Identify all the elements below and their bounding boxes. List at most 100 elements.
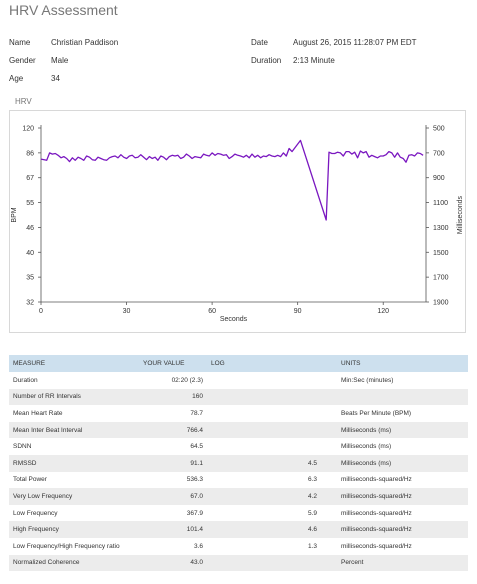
age-value: 34 <box>51 74 60 83</box>
cell-units: Milliseconds (ms) <box>337 421 468 439</box>
y-tick-label: 67 <box>26 175 34 182</box>
table-row: Mean Inter Beat Interval 766.4 Millisecond… <box>9 421 468 439</box>
x-tick-label: 0 <box>39 308 43 315</box>
x-tick-label: 30 <box>123 308 131 315</box>
cell-units: milliseconds-squared/Hz <box>341 542 412 550</box>
gender-value: Male <box>51 56 69 65</box>
y-tick-label: 46 <box>26 225 34 232</box>
y-tick-label: 35 <box>26 275 34 282</box>
table-row: Very Low Frequency 67.0 4.2 milliseconds-sq… <box>9 488 468 505</box>
name-label: Name <box>9 38 31 47</box>
header-measure: MEASURE <box>9 355 139 372</box>
y2-tick-label: 1300 <box>433 225 449 232</box>
cell-measure: Low Frequency <box>13 509 58 517</box>
age-label: Age <box>9 74 24 83</box>
y2-tick-label: 700 <box>433 150 445 157</box>
cell-value: 67.0 <box>139 488 207 505</box>
cell-log: 5.9 <box>307 509 317 517</box>
cell-measure: Number of RR Intervals <box>9 388 139 406</box>
cell-units: milliseconds-squared/Hz <box>337 488 468 505</box>
results-table: MEASURE YOUR VALUE LOG UNITS Duration 02:… <box>9 355 468 572</box>
y2-axis-title: Milliseconds <box>457 195 464 234</box>
cell-value: 160 <box>139 388 207 406</box>
table-row: Mean Heart Rate 78.7 Beats Per Minute (BPM… <box>9 405 468 422</box>
duration-label: Duration <box>251 56 282 65</box>
cell-units: milliseconds-squared/Hz <box>337 521 468 538</box>
table-row: Number of RR Intervals 160 <box>9 388 468 406</box>
y-axis-title: BPM <box>11 207 18 222</box>
cell-log: 4.5 <box>207 454 337 472</box>
cell-value: 78.7 <box>190 409 203 417</box>
cell-value: 02:20 (2.3) <box>171 376 203 384</box>
table-row: Normalized Coherence 43.0 Percent <box>9 554 468 572</box>
cell-measure: Duration <box>13 376 38 384</box>
table-row: SDNN 64.5 Milliseconds (ms) <box>9 438 468 455</box>
x-tick-label: 90 <box>294 308 302 315</box>
table-row: RMSSD 91.1 4.5 Milliseconds (ms) <box>9 454 468 472</box>
cell-log <box>207 554 337 572</box>
cell-log: 6.3 <box>307 476 317 484</box>
table-row: Total Power 536.3 6.3 milliseconds-squared/… <box>9 472 468 489</box>
cell-units: Milliseconds (ms) <box>341 443 392 451</box>
y2-tick-label: 1100 <box>433 200 448 207</box>
duration-value: 2:13 Minute <box>293 56 335 65</box>
cell-log <box>207 438 337 455</box>
cell-measure: RMSSD <box>9 454 139 472</box>
table-row: Duration 02:20 (2.3) Min:Sec (minutes) <box>9 372 468 389</box>
date-label: Date <box>251 38 268 47</box>
cell-value: 536.3 <box>186 476 203 484</box>
cell-value: 101.4 <box>139 521 207 538</box>
cell-measure: SDNN <box>13 443 32 451</box>
cell-units: Beats Per Minute (BPM) <box>341 409 412 417</box>
cell-value: 43.0 <box>139 554 207 572</box>
cell-measure: Normalized Coherence <box>9 554 139 572</box>
cell-measure: Mean Heart Rate <box>13 409 63 417</box>
results-body: Duration 02:20 (2.3) Min:Sec (minutes) Numb… <box>9 372 468 572</box>
date-value: August 26, 2015 11:28:07 PM EDT <box>293 38 417 47</box>
y2-tick-label: 1900 <box>433 300 449 307</box>
x-axis-title: Seconds <box>220 316 248 323</box>
table-row: Low Frequency/High Frequency ratio 3.6 1.3… <box>9 538 468 555</box>
cell-log <box>207 388 337 406</box>
cell-value: 91.1 <box>139 454 207 472</box>
name-value: Christian Paddison <box>51 38 119 47</box>
x-tick-label: 60 <box>208 308 216 315</box>
y-tick-label: 40 <box>26 250 34 257</box>
hrv-series-line <box>40 139 424 221</box>
header-value: YOUR VALUE <box>139 355 207 372</box>
header-units: UNITS <box>337 355 468 372</box>
table-row: Low Frequency 367.9 5.9 milliseconds-square… <box>9 505 468 522</box>
cell-value: 766.4 <box>139 421 207 439</box>
header-log: LOG <box>207 355 337 372</box>
page-title: HRV Assessment <box>9 2 118 18</box>
cell-log: 4.6 <box>207 521 337 538</box>
x-tick-label: 120 <box>377 308 389 315</box>
results-header-row: MEASURE YOUR VALUE LOG UNITS <box>9 355 468 372</box>
cell-units: Min:Sec (minutes) <box>341 376 394 384</box>
cell-measure: Very Low Frequency <box>9 488 139 505</box>
hrv-chart: 120 500 86 700 67 900 55 1100 46 1300 40 1500 35 1700… <box>9 110 466 333</box>
chart-section-label: HRV <box>15 97 32 106</box>
cell-units: Milliseconds (ms) <box>337 454 468 472</box>
cell-units: milliseconds-squared/Hz <box>341 509 412 517</box>
cell-value: 64.5 <box>190 443 203 451</box>
cell-units: Percent <box>337 554 468 572</box>
cell-log <box>207 372 337 389</box>
y2-tick-label: 1700 <box>433 275 449 282</box>
cell-value: 367.9 <box>186 509 203 517</box>
cell-measure: Mean Inter Beat Interval <box>9 421 139 439</box>
y2-tick-label: 900 <box>433 175 445 182</box>
table-row: High Frequency 101.4 4.6 milliseconds-squar… <box>9 521 468 538</box>
cell-log <box>207 421 337 439</box>
cell-measure: Low Frequency/High Frequency ratio <box>13 542 120 550</box>
y-tick-label: 55 <box>26 200 34 207</box>
cell-measure: Total Power <box>13 476 47 484</box>
y2-tick-label: 1500 <box>433 250 449 257</box>
y2-tick-label: 500 <box>433 126 445 133</box>
cell-log: 1.3 <box>307 542 317 550</box>
y-tick-label: 120 <box>22 126 34 133</box>
gender-label: Gender <box>9 56 36 65</box>
y-tick-label: 32 <box>26 300 34 307</box>
cell-units <box>337 388 468 406</box>
